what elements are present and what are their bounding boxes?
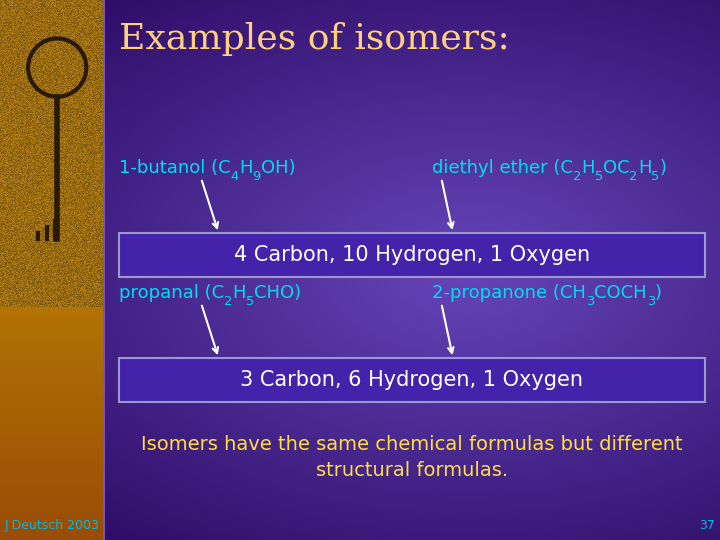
- Text: H: H: [239, 159, 253, 177]
- Text: OC: OC: [603, 159, 629, 177]
- Bar: [119, 233, 705, 277]
- Text: 1-butanol (C: 1-butanol (C: [119, 159, 230, 177]
- Text: 37: 37: [699, 519, 715, 532]
- Text: OH): OH): [261, 159, 295, 177]
- Text: 4 Carbon, 10 Hydrogen, 1 Oxygen: 4 Carbon, 10 Hydrogen, 1 Oxygen: [234, 245, 590, 265]
- Text: 9: 9: [253, 170, 261, 183]
- Text: 3 Carbon, 6 Hydrogen, 1 Oxygen: 3 Carbon, 6 Hydrogen, 1 Oxygen: [240, 370, 583, 390]
- Text: ): ): [655, 284, 662, 302]
- Text: Examples of isomers:: Examples of isomers:: [119, 22, 510, 56]
- Text: COCH: COCH: [594, 284, 647, 302]
- Text: H: H: [233, 284, 246, 302]
- Text: 5: 5: [595, 170, 603, 183]
- Text: ): ): [660, 159, 667, 177]
- Bar: [119, 358, 705, 402]
- Text: 2-propanone (CH: 2-propanone (CH: [432, 284, 586, 302]
- Text: diethyl ether (C: diethyl ether (C: [432, 159, 573, 177]
- Text: 3: 3: [586, 295, 594, 308]
- Text: J Deutsch 2003: J Deutsch 2003: [5, 519, 100, 532]
- Text: propanal (C: propanal (C: [119, 284, 224, 302]
- Text: 2: 2: [629, 170, 638, 183]
- Text: H: H: [581, 159, 595, 177]
- Text: Isomers have the same chemical formulas but different: Isomers have the same chemical formulas …: [141, 435, 683, 455]
- Text: structural formulas.: structural formulas.: [316, 461, 508, 480]
- Text: H: H: [638, 159, 652, 177]
- Text: 2: 2: [573, 170, 581, 183]
- Text: 3: 3: [647, 295, 655, 308]
- Text: 5: 5: [246, 295, 254, 308]
- Text: 2: 2: [224, 295, 233, 308]
- Text: CHO): CHO): [254, 284, 301, 302]
- Text: 4: 4: [230, 170, 239, 183]
- Text: 5: 5: [652, 170, 660, 183]
